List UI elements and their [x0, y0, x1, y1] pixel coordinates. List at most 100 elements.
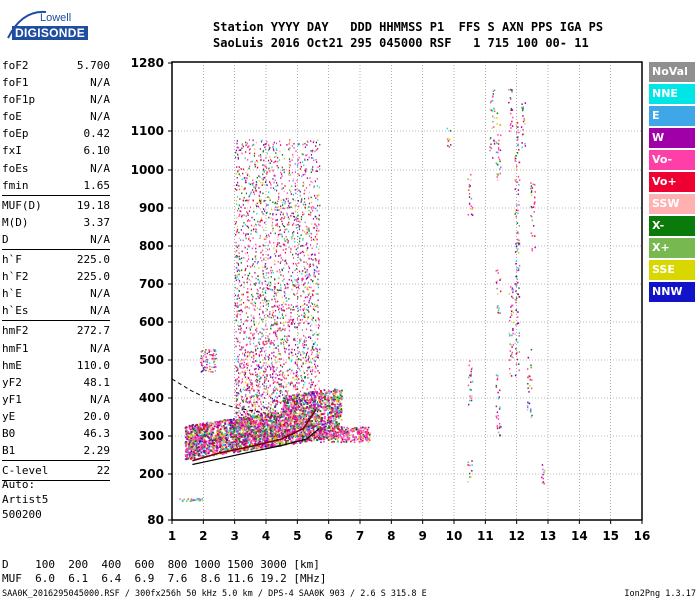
echo-point	[254, 284, 256, 286]
echo-point	[334, 423, 336, 426]
echo-point	[258, 398, 261, 400]
echo-point	[261, 139, 263, 141]
echo-point	[240, 418, 243, 421]
echo-point	[263, 229, 265, 232]
echo-point	[300, 402, 302, 405]
echo-point	[275, 432, 278, 435]
param-value: 272.7	[76, 324, 110, 338]
echo-point	[295, 286, 298, 289]
echo-point	[265, 165, 267, 168]
echo-point	[245, 432, 248, 435]
echo-point	[281, 269, 284, 272]
echo-point	[282, 434, 284, 436]
echo-point	[256, 436, 259, 439]
echo-point	[317, 429, 320, 431]
echo-point	[255, 247, 257, 250]
logo-swoosh-icon	[7, 10, 47, 39]
echo-point	[302, 245, 304, 247]
echo-point	[275, 356, 277, 358]
echo-point	[215, 422, 218, 425]
echo-point	[306, 273, 308, 276]
echo-point	[235, 412, 237, 415]
echo-point	[201, 449, 203, 452]
echo-point	[313, 343, 316, 345]
echo-point	[193, 447, 195, 449]
echo-point	[233, 450, 236, 453]
echo-point	[272, 421, 275, 424]
echo-point	[276, 430, 278, 433]
echo-point	[317, 406, 319, 409]
echo-point	[274, 322, 276, 325]
echo-point	[206, 425, 209, 428]
echo-point	[242, 145, 244, 148]
echo-point	[261, 418, 264, 421]
echo-point	[259, 433, 261, 436]
echo-point	[313, 409, 315, 411]
echo-point	[308, 227, 310, 230]
echo-point	[304, 413, 306, 416]
echo-point	[236, 249, 238, 252]
echo-point	[293, 219, 296, 221]
echo-point	[222, 444, 225, 446]
echo-point	[298, 174, 300, 177]
echo-point	[248, 419, 251, 421]
echo-point	[206, 446, 209, 448]
header-line-1: Station YYYY DAY DDD HHMMSS P1 FFS S AXN…	[213, 20, 604, 34]
echo-point	[259, 431, 262, 434]
param-label: fmin	[2, 178, 29, 192]
echo-point	[216, 442, 219, 445]
echo-point	[200, 423, 202, 426]
param-row: M(D) 3.37	[2, 214, 110, 231]
echo-point	[313, 401, 315, 403]
echo-point	[271, 397, 274, 400]
echo-point	[259, 190, 261, 193]
echo-point	[283, 343, 285, 346]
echo-point	[280, 440, 283, 443]
echo-point	[223, 440, 226, 443]
echo-point	[211, 426, 214, 429]
echo-point	[313, 140, 315, 143]
echo-point	[247, 146, 249, 148]
echo-point	[330, 422, 333, 425]
echo-point	[249, 336, 251, 338]
echo-point	[236, 387, 238, 390]
echo-point	[278, 416, 281, 419]
echo-point	[206, 427, 209, 430]
echo-point	[241, 144, 243, 146]
echo-point	[237, 426, 239, 428]
echo-point	[308, 382, 310, 385]
echo-point	[266, 173, 268, 176]
echo-point	[240, 239, 242, 241]
echo-point	[215, 435, 217, 438]
echo-point	[300, 404, 303, 407]
echo-point	[263, 277, 265, 279]
echo-point	[204, 429, 207, 432]
echo-point	[328, 411, 331, 414]
echo-point	[283, 295, 286, 297]
echo-point	[307, 400, 310, 402]
echo-point	[272, 423, 274, 426]
echo-point	[280, 424, 282, 427]
echo-point	[259, 428, 262, 431]
echo-point	[280, 341, 282, 344]
echo-point	[270, 281, 272, 284]
echo-point	[274, 300, 277, 303]
echo-point	[284, 321, 287, 324]
echo-point	[246, 384, 248, 386]
echo-point	[281, 317, 283, 319]
echo-point	[248, 145, 250, 147]
echo-point	[281, 408, 283, 410]
echo-point	[247, 274, 250, 277]
echo-point	[189, 448, 191, 451]
echo-point	[291, 359, 293, 361]
echo-point	[201, 440, 203, 443]
echo-point	[235, 411, 237, 414]
echo-point	[300, 354, 302, 356]
echo-point	[275, 213, 277, 216]
echo-point	[252, 139, 254, 142]
echo-point	[310, 430, 312, 432]
echo-point	[260, 435, 262, 438]
echo-point	[302, 213, 304, 216]
echo-point	[310, 314, 313, 317]
echo-point	[239, 431, 241, 433]
